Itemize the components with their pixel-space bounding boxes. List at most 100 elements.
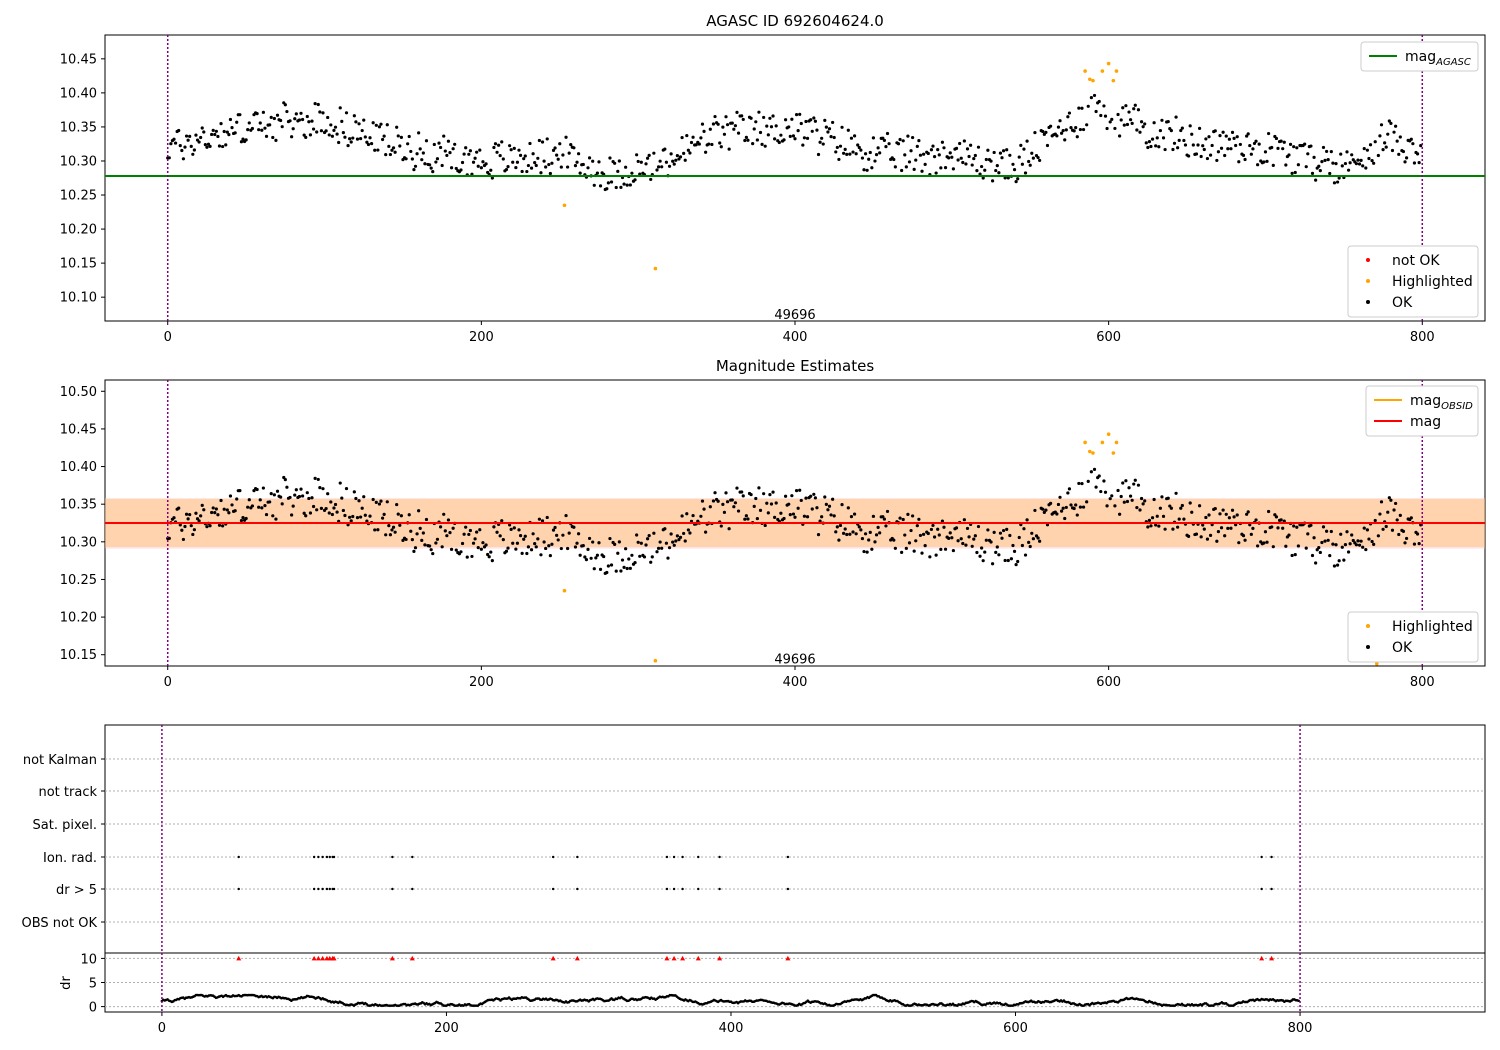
ok-point: [382, 134, 386, 138]
ok-point: [214, 507, 218, 511]
ok-point: [741, 494, 745, 498]
ok-point: [1419, 144, 1423, 148]
legend-label: Highlighted: [1392, 619, 1473, 635]
panel1-title: AGASC ID 692604624.0: [706, 12, 884, 30]
ok-point: [755, 138, 759, 142]
ok-point: [923, 162, 927, 166]
ok-point: [1404, 536, 1409, 541]
ok-point: [627, 557, 631, 561]
ok-point: [531, 532, 535, 536]
ok-point: [1326, 158, 1330, 162]
ok-point: [954, 526, 959, 530]
ok-point: [1223, 534, 1227, 538]
ok-point: [965, 147, 970, 151]
ok-point: [523, 154, 527, 158]
ok-point: [1329, 150, 1333, 154]
ok-point: [279, 118, 283, 123]
y-tick-label: 5: [89, 977, 97, 992]
ok-point: [274, 517, 278, 521]
ok-point: [167, 536, 171, 540]
ok-point: [222, 129, 226, 134]
ok-point: [379, 499, 383, 503]
ok-point: [264, 134, 269, 138]
ok-point: [387, 144, 391, 148]
flag-point: [697, 855, 700, 859]
flag-point: [325, 887, 329, 891]
ok-point: [1202, 147, 1206, 152]
ok-point: [407, 134, 411, 139]
ok-point: [1266, 509, 1271, 514]
ok-point: [387, 524, 391, 528]
ok-point: [395, 125, 399, 129]
ok-point: [1174, 491, 1178, 495]
dr-clipped-marker: [331, 955, 337, 961]
ok-point: [169, 142, 173, 146]
ok-point: [526, 163, 531, 168]
ok-point: [774, 501, 778, 505]
ok-point: [680, 135, 684, 140]
ok-point: [608, 536, 612, 541]
ok-point: [1386, 510, 1390, 514]
x-tick-label: 400: [783, 675, 808, 690]
ok-point: [1163, 147, 1167, 152]
ok-point: [752, 504, 756, 509]
ok-point: [230, 503, 234, 507]
ok-point: [1074, 503, 1078, 507]
ok-point: [1190, 510, 1194, 514]
ok-point: [406, 142, 410, 146]
ok-point: [1011, 162, 1015, 166]
dr-clipped-marker: [671, 955, 677, 961]
ok-point: [870, 547, 874, 551]
ok-point: [471, 541, 476, 545]
ok-point: [1116, 112, 1120, 117]
ok-point: [354, 496, 358, 501]
ok-point: [735, 110, 739, 114]
ok-point: [995, 545, 999, 549]
ok-point: [1241, 153, 1246, 157]
ok-point: [374, 123, 378, 127]
ok-point: [221, 524, 225, 528]
ok-point: [548, 171, 552, 176]
ok-point: [1146, 145, 1150, 150]
ok-point: [330, 134, 334, 138]
ok-point: [1012, 168, 1017, 172]
ok-point: [769, 125, 774, 129]
ok-point: [417, 131, 421, 135]
ok-point: [272, 116, 276, 121]
ok-point: [964, 543, 968, 547]
ok-point: [1224, 512, 1228, 516]
ok-point: [1049, 124, 1053, 128]
ok-point: [341, 508, 345, 513]
ok-point: [928, 555, 932, 559]
ok-point: [407, 513, 411, 517]
ok-point: [1351, 538, 1355, 543]
ok-point: [556, 538, 560, 542]
ok-point: [1218, 134, 1222, 138]
ok-point: [464, 146, 468, 150]
ok-point: [1340, 164, 1344, 168]
ok-point: [758, 130, 763, 135]
y-tick-label: 10.40: [60, 460, 97, 475]
ok-point: [1219, 146, 1224, 150]
ok-point: [1197, 126, 1202, 130]
ok-point: [788, 134, 792, 138]
ok-point: [268, 500, 272, 504]
ok-point: [302, 511, 306, 515]
ok-point: [186, 138, 190, 142]
ok-point: [1061, 506, 1065, 510]
ok-point: [492, 145, 496, 150]
ok-point: [208, 144, 212, 149]
ok-point: [744, 514, 748, 518]
ok-point: [904, 546, 908, 550]
ok-point: [1059, 131, 1064, 135]
ok-point: [1390, 528, 1395, 532]
ok-point: [1245, 512, 1249, 516]
ok-point: [459, 168, 463, 172]
ok-point: [591, 540, 595, 544]
ok-point: [671, 540, 675, 544]
ok-point: [940, 140, 945, 144]
ok-point: [566, 165, 570, 169]
ok-point: [438, 145, 443, 150]
ok-point: [575, 541, 579, 545]
highlighted-point: [653, 266, 658, 271]
